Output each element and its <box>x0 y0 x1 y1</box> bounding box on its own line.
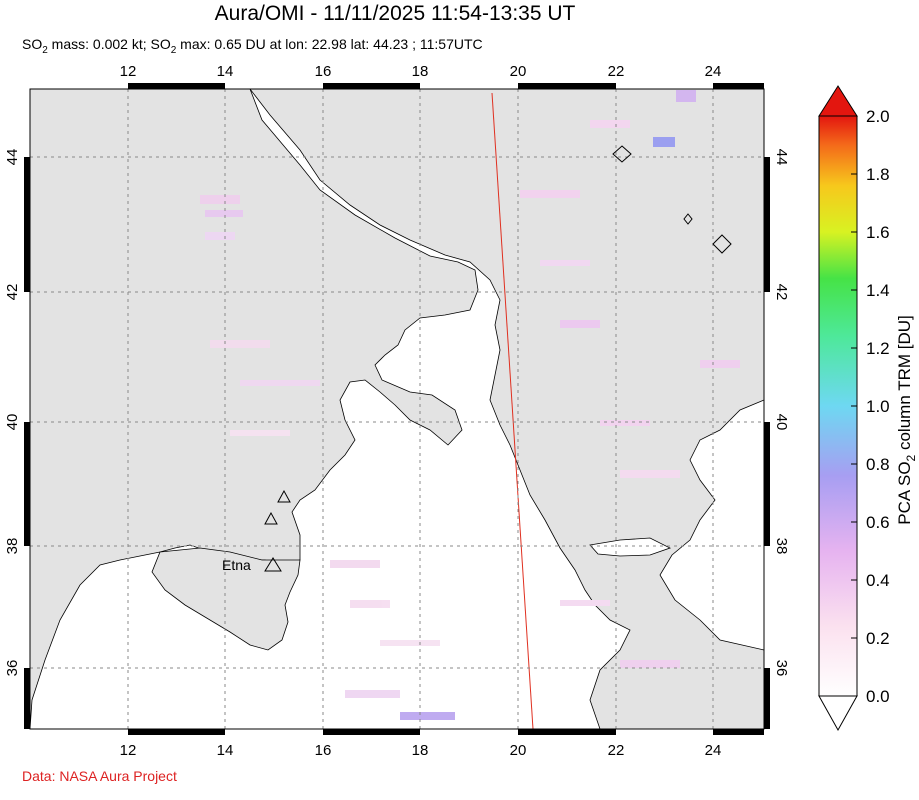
lat-ticks-right: 44 42 40 38 36 <box>773 149 790 677</box>
colorbar-tick: 0.2 <box>866 629 890 648</box>
lon-tick-bottom: 24 <box>705 742 722 759</box>
lon-tick-top: 18 <box>412 63 429 80</box>
colorbar-tick: 0.8 <box>866 455 890 474</box>
colorbar-tick: 1.6 <box>866 223 890 242</box>
lon-tick-top: 20 <box>510 63 527 80</box>
data-credit: Data: NASA Aura Project <box>22 768 177 784</box>
sea-aegean <box>659 399 764 651</box>
lat-tick-left: 38 <box>4 538 21 555</box>
etna-label: Etna <box>222 557 251 573</box>
lon-tick-bottom: 16 <box>315 742 332 759</box>
volcano-diamond-marker <box>612 145 632 163</box>
volcano-marker <box>264 511 278 525</box>
map-title: Aura/OMI - 11/11/2025 11:54-13:35 UT <box>214 2 576 25</box>
so2-swath-east <box>520 90 740 668</box>
lat-tick-right: 42 <box>773 284 790 301</box>
graticule <box>30 89 764 729</box>
colorbar-top-arrow <box>818 85 858 117</box>
lon-tick-bottom: 14 <box>217 742 234 759</box>
colorbar-bottom-arrow <box>818 695 858 732</box>
lon-tick-top: 12 <box>120 63 137 80</box>
land-balkans <box>249 89 764 729</box>
lon-tick-top: 22 <box>608 63 625 80</box>
colorbar: 0.0 0.2 0.4 0.6 0.8 1.0 1.2 1.4 1.6 1.8 … <box>818 85 918 732</box>
lon-tick-bottom: 18 <box>412 742 429 759</box>
lat-tick-right: 36 <box>773 660 790 677</box>
volcano-diamond-marker <box>712 234 732 254</box>
orbit-swath-edge <box>491 92 534 729</box>
volcano-diamond-marker <box>683 213 693 225</box>
lon-tick-top: 14 <box>217 63 234 80</box>
lat-tick-right: 44 <box>773 149 790 166</box>
lon-tick-top: 16 <box>315 63 332 80</box>
colorbar-tick: 0.6 <box>866 513 890 532</box>
colorbar-tick: 0.0 <box>866 687 890 706</box>
lat-tick-left: 36 <box>4 660 21 677</box>
lat-ticks-left: 44 42 40 38 36 <box>4 149 21 677</box>
land-sicily <box>151 547 301 651</box>
lon-tick-bottom: 20 <box>510 742 527 759</box>
lat-tick-right: 40 <box>773 414 790 431</box>
lat-tick-left: 42 <box>4 284 21 301</box>
sea-gulf-corinth <box>589 537 672 557</box>
colorbar-tick: 1.0 <box>866 397 890 416</box>
land-italy <box>30 89 479 729</box>
colorbar-label: PCA SO2 column TRM [DU] <box>895 315 918 525</box>
colorbar-tick: 1.8 <box>866 165 890 184</box>
lon-tick-bottom: 22 <box>608 742 625 759</box>
volcano-marker <box>277 489 291 503</box>
lon-ticks-bottom: 12 14 16 18 20 22 24 <box>120 742 722 759</box>
colorbar-tick: 1.4 <box>866 281 890 300</box>
colorbar-tick: 2.0 <box>866 107 890 126</box>
etna-marker <box>264 557 282 572</box>
colorbar-tick: 0.4 <box>866 571 890 590</box>
lat-tick-right: 38 <box>773 538 790 555</box>
lon-tick-top: 24 <box>705 63 722 80</box>
colorbar-tick: 1.2 <box>866 339 890 358</box>
so2-swath-west <box>200 195 455 720</box>
lon-tick-bottom: 12 <box>120 742 137 759</box>
frame-checker <box>24 83 770 735</box>
so2-summary: SO2 mass: 0.002 kt; SO2 max: 0.65 DU at … <box>22 36 483 56</box>
lat-tick-left: 40 <box>4 414 21 431</box>
lon-ticks-top: 12 14 16 18 20 22 24 <box>120 63 722 80</box>
colorbar-gradient <box>818 115 858 697</box>
lat-tick-left: 44 <box>4 149 21 166</box>
